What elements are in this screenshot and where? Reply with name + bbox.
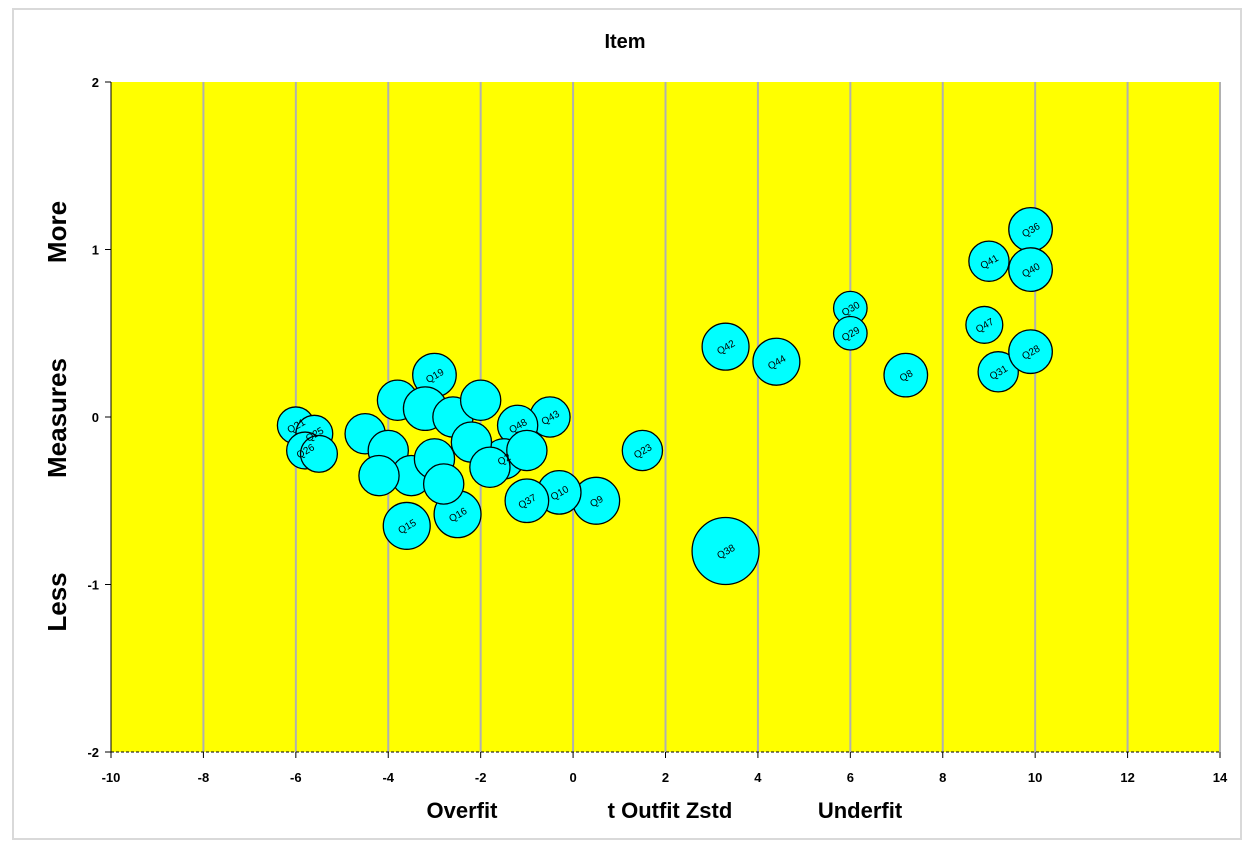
x-tick-label: 4 — [754, 770, 762, 785]
x-tick-label: -6 — [290, 770, 302, 785]
bubble — [506, 429, 548, 472]
x-tick-labels: -10 -8 -6 -4 -2 0 2 4 6 8 10 12 14 — [102, 752, 1228, 785]
x-tick-label: 0 — [569, 770, 576, 785]
bubble — [965, 305, 1004, 344]
y-tick-labels: -2 -1 0 1 2 — [87, 75, 111, 760]
x-label-overfit: Overfit — [427, 798, 499, 823]
bubble — [883, 352, 929, 398]
y-tick-label: 2 — [92, 75, 99, 90]
bubble — [459, 379, 502, 421]
y-tick-label: 0 — [92, 410, 99, 425]
grid-lines — [202, 82, 1221, 752]
x-tick-label: -4 — [382, 770, 394, 785]
bubble — [358, 454, 400, 497]
bubble-series — [276, 206, 1053, 586]
y-label-more: More — [42, 201, 72, 263]
x-axis-label: t Outfit Zstd — [608, 798, 733, 823]
x-tick-label: 12 — [1120, 770, 1134, 785]
x-tick-label: 14 — [1213, 770, 1228, 785]
x-label-underfit: Underfit — [818, 798, 903, 823]
x-tick-label: 6 — [847, 770, 854, 785]
y-tick-label: -1 — [87, 578, 99, 593]
y-tick-label: 1 — [92, 243, 99, 258]
bubble — [422, 463, 465, 505]
bubble — [752, 337, 801, 386]
bubble — [621, 429, 664, 472]
bubble — [832, 315, 868, 351]
x-tick-label: 2 — [662, 770, 669, 785]
bubble — [382, 501, 431, 550]
bubble — [299, 434, 339, 473]
bubble — [469, 446, 511, 488]
x-tick-label: 10 — [1028, 770, 1042, 785]
y-label-less: Less — [42, 572, 72, 631]
bubble — [701, 322, 750, 371]
y-tick-label: -2 — [87, 745, 99, 760]
x-tick-label: 8 — [939, 770, 946, 785]
bubble — [1008, 329, 1053, 375]
y-axis-label: Measures — [42, 358, 72, 478]
chart-title: Item — [604, 31, 645, 53]
x-tick-label: -10 — [102, 770, 121, 785]
bubble — [1008, 247, 1053, 293]
x-tick-label: -2 — [475, 770, 487, 785]
bubble — [504, 478, 550, 524]
bubble — [691, 516, 760, 586]
x-tick-label: -8 — [198, 770, 210, 785]
bubble — [968, 240, 1010, 282]
bubble — [977, 351, 1019, 393]
